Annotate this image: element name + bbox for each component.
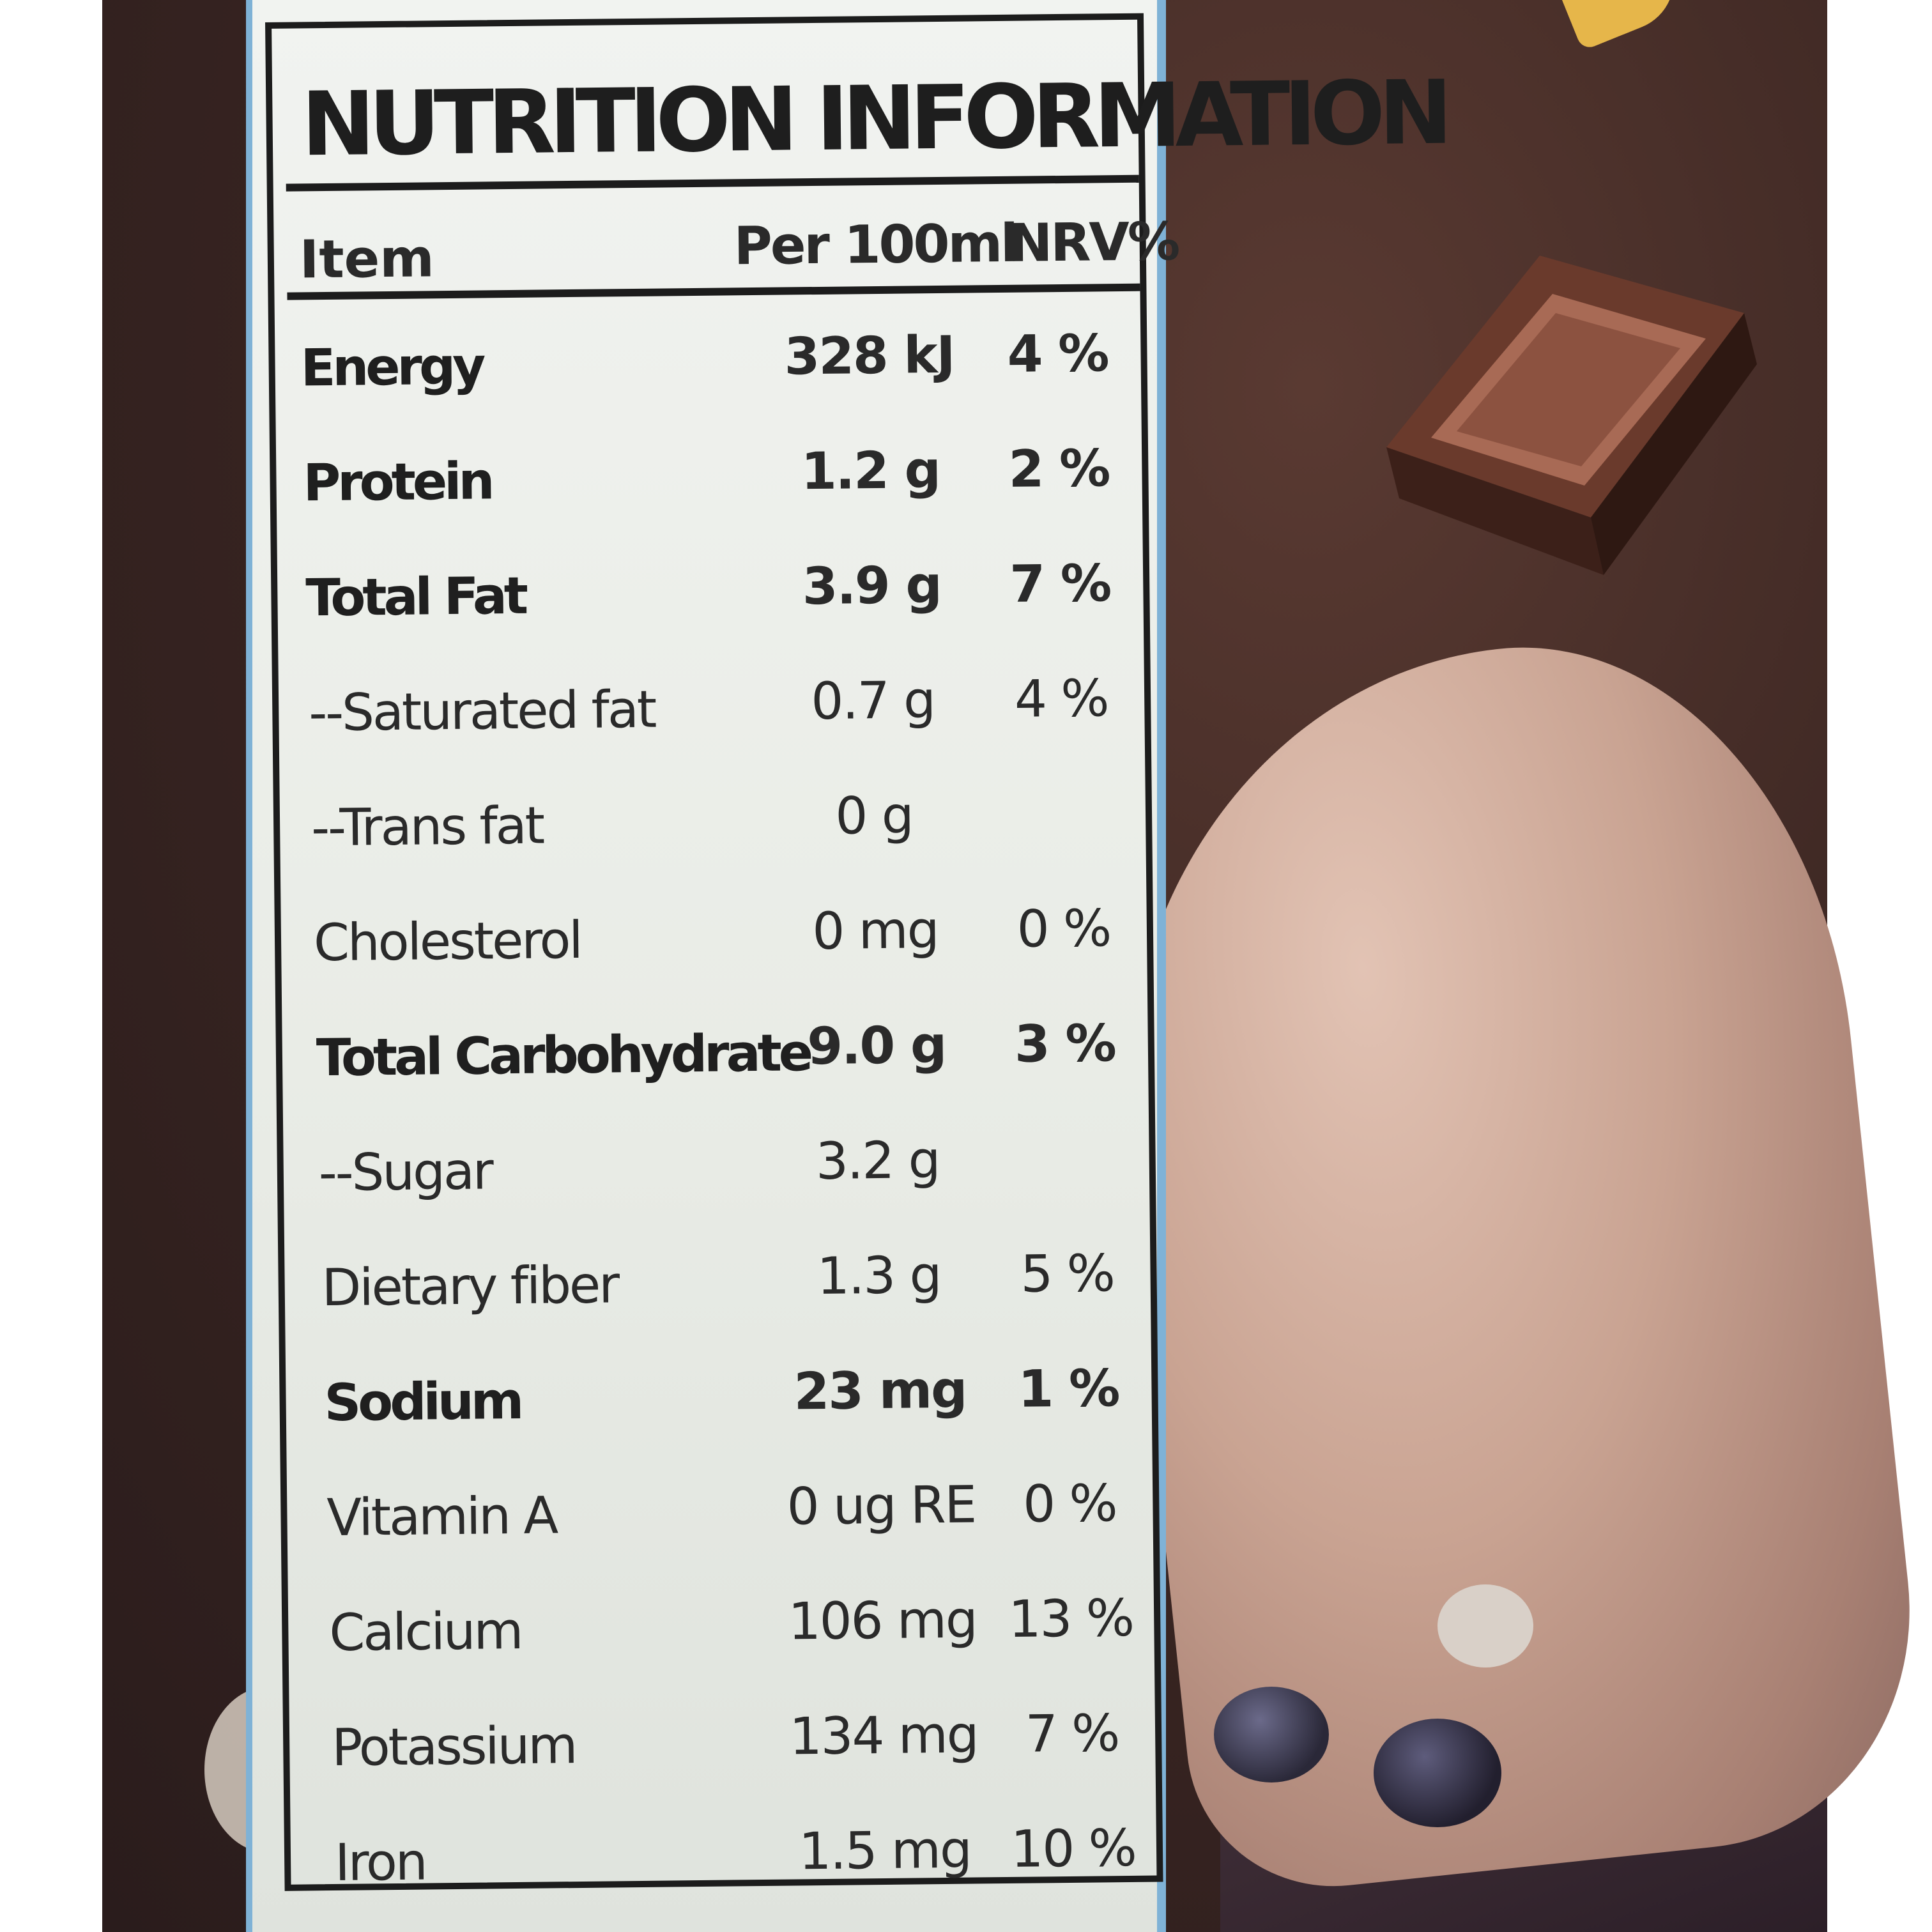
nutrient-nrv: [1002, 1128, 1130, 1130]
column-header-item: Item: [299, 228, 435, 291]
nutrient-amount: 1.2 g: [801, 440, 940, 502]
nutrition-table: NUTRITION INFORMATION Item Per 100ml NRV…: [265, 13, 1446, 1892]
chocolate-bean-image: [1374, 1719, 1501, 1827]
table-body: Energy 328 kJ 4 % Protein 1.2 g 2 % Total Fat 3…: [272, 20, 1137, 1892]
column-header-nrv: NRV%: [1008, 211, 1179, 274]
nutrient-amount: 3.9 g: [802, 555, 942, 617]
nutrient-name: Total Fat: [305, 565, 526, 628]
gold-streak-decoration: [1556, 0, 1690, 51]
nutrient-nrv: 0 %: [1022, 1473, 1117, 1534]
table-row: Calcium 106 mg 13 %: [300, 1566, 1154, 1690]
nutrient-name: Protein: [303, 451, 492, 513]
nutrient-amount: 0 ug RE: [786, 1475, 976, 1537]
nutrient-amount: 328 kJ: [784, 325, 954, 387]
chocolate-piece-image: [1386, 256, 1757, 575]
table-row: Dietary fiber 1.3 g 5 %: [297, 1221, 1151, 1345]
nutrient-amount: 3.2 g: [815, 1130, 940, 1192]
nutrient-amount: 9.0 g: [806, 1015, 946, 1077]
nutrient-name: Total Carbohydrate: [316, 1023, 811, 1088]
nutrient-nrv: [999, 783, 1126, 785]
nutrient-amount: 23 mg: [793, 1360, 967, 1422]
nutrient-name: Potassium: [331, 1715, 576, 1778]
nutrient-nrv: 13 %: [1008, 1588, 1134, 1649]
nutrient-amount: 134 mg: [789, 1705, 979, 1767]
table-row: Potassium 134 mg 7 %: [302, 1681, 1156, 1805]
nutrient-amount: 0 mg: [811, 900, 939, 962]
nutrient-nrv: 4 %: [1014, 668, 1108, 729]
nutrient-name: Energy: [300, 336, 483, 398]
table-row: --Trans fat 0 g: [292, 761, 1146, 885]
milk-drop-decoration: [1438, 1584, 1533, 1667]
nutrient-amount: 1.5 mg: [798, 1820, 972, 1882]
label-panel: [246, 0, 1166, 1932]
nutrient-name: Dietary fiber: [321, 1255, 618, 1318]
nutrient-nrv: 5 %: [1020, 1243, 1115, 1304]
nutrient-nrv: 2 %: [1008, 438, 1110, 499]
nutrient-nrv: 0 %: [1016, 898, 1111, 959]
chocolate-bean-image: [1214, 1687, 1329, 1782]
nutrient-name: Cholesterol: [313, 910, 582, 973]
nutrient-amount: 1.3 g: [816, 1245, 941, 1307]
nutrient-nrv: 4 %: [1007, 323, 1108, 384]
table-row: Energy 328 kJ 4 %: [288, 301, 1142, 425]
table-row: --Saturated fat 0.7 g 4 %: [291, 646, 1145, 770]
table-header-row: Item Per 100ml NRV%: [286, 188, 1179, 300]
nutrient-name: --Saturated fat: [308, 679, 656, 743]
nutrient-nrv: 7 %: [1025, 1703, 1119, 1764]
nutrient-nrv: 10 %: [1010, 1818, 1137, 1879]
nutrient-name: Sodium: [324, 1370, 521, 1433]
nutrient-nrv: 3 %: [1014, 1013, 1116, 1074]
nutrient-nrv: 7 %: [1009, 553, 1111, 614]
table-row: Protein 1.2 g 2 %: [289, 416, 1143, 540]
nutrient-name: --Sugar: [318, 1141, 493, 1203]
title-box: NUTRITION INFORMATION: [284, 29, 1446, 192]
table-row: Cholesterol 0 mg 0 %: [293, 876, 1147, 1000]
table-row: --Sugar 3.2 g: [296, 1106, 1150, 1230]
nutrient-name: Calcium: [328, 1600, 522, 1663]
nutrient-nrv: 1 %: [1018, 1358, 1119, 1419]
table-row: Total Fat 3.9 g 7 %: [289, 531, 1144, 655]
nutrient-amount: 0 g: [835, 785, 914, 846]
table-row: Total Carbohydrate 9.0 g 3 %: [295, 991, 1149, 1115]
table-row: Vitamin A 0 ug RE 0 %: [300, 1451, 1154, 1575]
nutrient-name: Vitamin A: [326, 1485, 557, 1548]
nutrient-name: Iron: [334, 1832, 427, 1893]
nutrient-amount: 106 mg: [788, 1590, 977, 1652]
table-title: NUTRITION INFORMATION: [300, 61, 1447, 176]
nutrient-name: --Trans fat: [310, 795, 544, 858]
nutrient-amount: 0.7 g: [810, 670, 935, 732]
table-row: Sodium 23 mg 1 %: [298, 1336, 1153, 1460]
column-header-per-100ml: Per 100ml: [733, 213, 1017, 277]
table-row: Iron 1.5 mg 10 %: [303, 1796, 1157, 1920]
